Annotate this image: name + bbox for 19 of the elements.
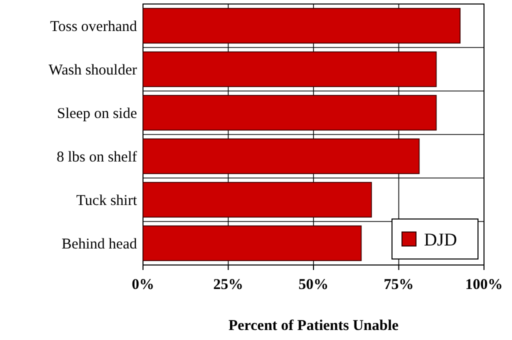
bar bbox=[142, 51, 437, 88]
y-tick-label: 8 lbs on shelf bbox=[56, 150, 137, 166]
x-tick-label: 25% bbox=[213, 277, 244, 293]
y-tick-label: Wash shoulder bbox=[48, 62, 138, 78]
bar bbox=[142, 138, 420, 174]
y-tick-label: Tuck shirt bbox=[76, 193, 138, 209]
x-tick-label: 75% bbox=[384, 277, 414, 293]
y-tick-label: Toss overhand bbox=[50, 19, 138, 35]
x-tick-label: 0% bbox=[132, 277, 154, 293]
x-axis-title: Percent of Patients Unable bbox=[228, 318, 399, 334]
legend-label: DJD bbox=[424, 229, 458, 250]
bar bbox=[142, 94, 437, 131]
bar bbox=[142, 225, 362, 262]
bar bbox=[142, 8, 461, 44]
bar bbox=[142, 182, 372, 218]
x-tick-label: 50% bbox=[298, 277, 328, 293]
y-tick-label: Sleep on side bbox=[57, 106, 138, 122]
x-tick-label: 100% bbox=[465, 277, 503, 293]
y-tick-label: Behind head bbox=[62, 236, 138, 252]
